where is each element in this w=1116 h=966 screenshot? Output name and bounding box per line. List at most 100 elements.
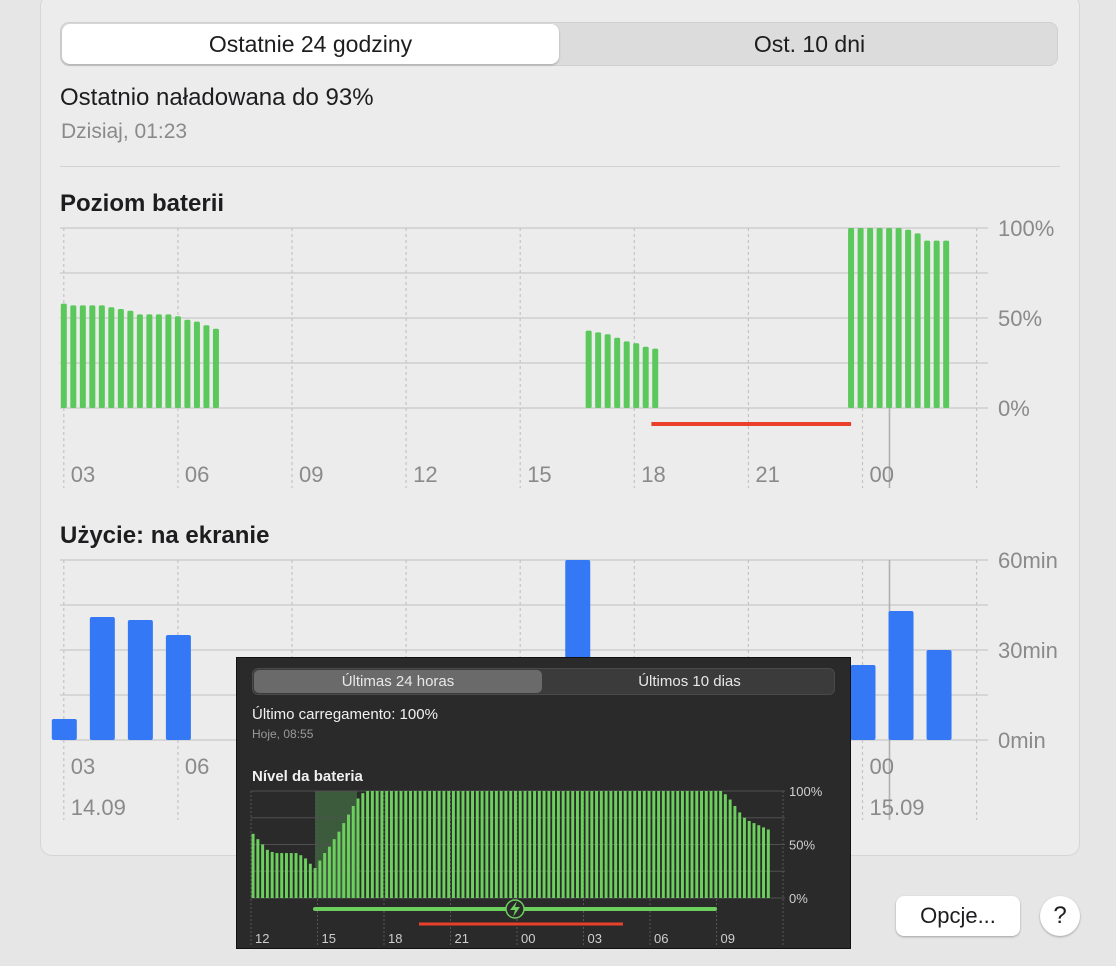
overlay-battery-bar	[700, 791, 703, 898]
battery-level-chart: 100% 50% 0% 03 06 09 12 15 18 21 00	[60, 220, 1054, 488]
overlay-battery-bar	[618, 791, 622, 898]
overlay-battery-bar	[351, 805, 355, 898]
battery-bar	[212, 328, 219, 408]
overlay-battery-bar	[552, 791, 556, 898]
overlay-battery-bar	[313, 868, 317, 898]
battery-bar	[127, 310, 134, 408]
overlay-battery-bar	[456, 791, 460, 898]
overlay-battery-bar	[394, 791, 398, 898]
usage-bar	[850, 665, 876, 740]
overlay-last-charge-date: Hoje, 08:55	[252, 727, 314, 741]
y-tick-label: 0min	[998, 728, 1046, 753]
overlay-battery-bar	[661, 791, 665, 898]
battery-bar	[70, 305, 77, 408]
battery-bar	[642, 346, 649, 408]
overlay-battery-bar	[576, 791, 579, 898]
tab-last-10-days[interactable]: Ost. 10 dni	[753, 31, 866, 57]
battery-bar	[857, 228, 864, 408]
options-button[interactable]: Opcje...	[896, 896, 1020, 936]
overlay-battery-bar	[304, 858, 308, 898]
overlay-battery-bar	[447, 791, 451, 898]
overlay-battery-bar	[585, 791, 589, 898]
battery-bar	[867, 228, 874, 408]
x-tick-label: 06	[185, 754, 209, 779]
overlay-battery-bar	[342, 823, 346, 898]
overlay-battery-bar	[742, 817, 746, 898]
overlay-battery-bar	[323, 853, 327, 898]
battery-bar	[652, 348, 659, 408]
usage-bar	[165, 635, 191, 740]
overlay-battery-bar	[542, 791, 546, 898]
overlay-battery-bar	[762, 827, 766, 898]
overlay-battery-bar	[738, 812, 742, 898]
battery-bar	[585, 330, 592, 408]
overlay-battery-bar	[628, 791, 632, 898]
overlay-tab-10-days[interactable]: Últimos 10 dias	[638, 673, 741, 690]
battery-bar	[117, 309, 124, 408]
overlay-battery-bar	[461, 791, 465, 898]
overlay-battery-bar	[494, 791, 498, 898]
overlay-battery-bar	[356, 798, 360, 898]
overlay-battery-bar	[671, 791, 675, 898]
battery-bar	[165, 314, 172, 408]
battery-bar	[914, 233, 921, 408]
screen-usage-title: Użycie: na ekranie	[60, 522, 270, 549]
overlay-battery-bar	[280, 853, 284, 898]
overlay-battery-bar	[251, 833, 255, 898]
last-charge-text: Ostatnio naładowana do 93%	[60, 84, 374, 111]
overlay-tab-24-hours[interactable]: Últimas 24 horas	[254, 670, 542, 693]
overlay-battery-bar	[299, 855, 303, 898]
overlay-battery-bar	[685, 791, 689, 898]
battery-bar	[174, 316, 181, 408]
tab-last-24-hours[interactable]: Ostatnie 24 godziny	[62, 24, 559, 64]
battery-bar	[595, 332, 602, 408]
overlay-battery-bar	[366, 791, 370, 898]
overlay-battery-bar	[633, 791, 637, 898]
overlay-battery-bar	[404, 791, 408, 898]
overlay-battery-bar	[714, 791, 718, 898]
overlay-battery-bar	[265, 849, 269, 898]
battery-bar	[886, 228, 893, 408]
overlay-battery-bar	[704, 791, 708, 898]
overlay-battery-bar	[399, 791, 403, 898]
overlay-battery-bar	[533, 791, 537, 898]
overlay-battery-bar	[638, 791, 641, 898]
y-tick-label: 30min	[998, 638, 1058, 663]
help-button[interactable]: ?	[1040, 896, 1080, 936]
overlay-battery-title: Nível da bateria	[252, 768, 363, 785]
battery-bar	[203, 325, 210, 408]
overlay-battery-bar	[418, 791, 422, 898]
overlay-battery-bar	[480, 791, 484, 898]
overlay-battery-bar	[318, 860, 322, 898]
overlay-battery-bar	[604, 791, 608, 898]
battery-bar	[184, 319, 191, 408]
overlay-battery-bar	[261, 844, 265, 898]
overlay-battery-bar	[370, 791, 374, 898]
battery-bar	[89, 305, 96, 408]
battery-bar	[108, 307, 115, 408]
overlay-x-tick-label: 00	[521, 931, 535, 946]
overlay-battery-bar	[757, 825, 761, 898]
overlay-battery-bar	[332, 839, 336, 898]
time-range-segmented-control: Ostatnie 24 godziny Ost. 10 dni	[60, 22, 1058, 66]
overlay-battery-bar	[308, 863, 312, 898]
battery-bar	[79, 305, 86, 408]
y-tick-label: 50%	[998, 306, 1042, 331]
overlay-x-tick-label: 09	[721, 931, 735, 946]
x-tick-label: 12	[413, 462, 437, 487]
overlay-battery-bar	[652, 791, 656, 898]
overlay-battery-bar	[528, 791, 532, 898]
embedded-screenshot-overlay: Últimas 24 horas Últimos 10 dias Último …	[236, 657, 851, 949]
overlay-battery-bar	[556, 791, 560, 898]
usage-bar	[89, 617, 115, 740]
usage-bar	[127, 620, 153, 740]
overlay-battery-bar	[409, 791, 412, 898]
x-tick-label: 09	[299, 462, 323, 487]
overlay-battery-bar	[385, 791, 389, 898]
overlay-battery-bar	[547, 791, 551, 898]
overlay-battery-bar	[566, 791, 570, 898]
overlay-battery-bar	[509, 791, 513, 898]
overlay-battery-bar	[485, 791, 489, 898]
overlay-battery-bar	[571, 791, 575, 898]
overlay-battery-bar	[284, 853, 288, 898]
